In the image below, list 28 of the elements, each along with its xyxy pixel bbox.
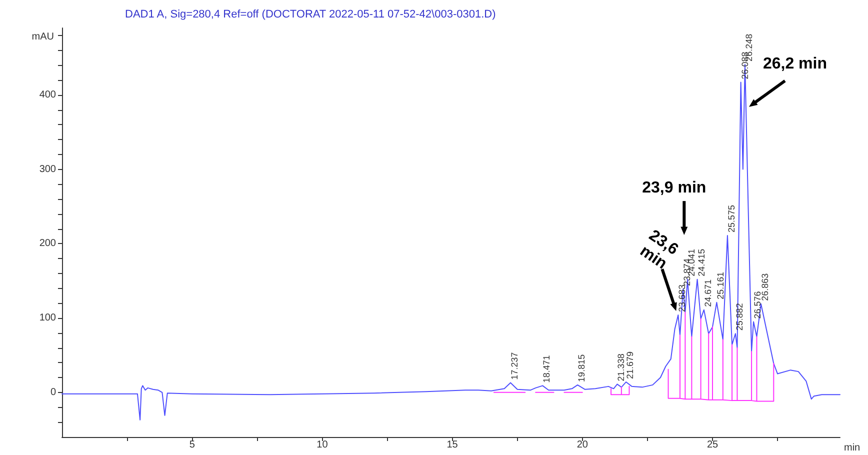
y-axis-title: mAU [32, 32, 54, 42]
x-tick-label: 20 [576, 440, 588, 450]
annotation: 23.683 [677, 284, 688, 312]
line-series [610, 386, 630, 396]
y-tick-label: 0 [50, 386, 56, 398]
annotation: 25.161 [716, 272, 726, 300]
annotation: 21.679 [625, 351, 636, 379]
x-tick-label: 25 [706, 440, 718, 450]
x-axis-title: min [844, 442, 860, 454]
x-tick-label: 5 [189, 440, 196, 450]
annotation: 25.882 [734, 303, 744, 331]
annotation: 25.575 [726, 204, 736, 232]
annotation: 21.338 [616, 354, 626, 382]
y-tick-label: 100 [39, 312, 56, 324]
annotation: 17.237 [510, 352, 520, 380]
annotation: 23,6 min [636, 226, 682, 273]
y-tick-label: 400 [39, 89, 56, 100]
annotation: 18.471 [542, 355, 552, 383]
x-tick-label: 10 [316, 440, 328, 450]
chart-title: DAD1 A, Sig=280,4 Ref=off (DOCTORAT 2022-05-11 07-52-42\003-0301.D) [125, 8, 496, 20]
annotation: 24.671 [702, 279, 713, 307]
annotation: 24.415 [696, 248, 706, 276]
annotation: 26,2 min [762, 55, 827, 72]
y-tick-label: 300 [39, 164, 56, 175]
x-tick-label: 15 [446, 440, 458, 450]
annotation: 19.815 [576, 354, 587, 382]
annotation: 23,9 min [642, 180, 706, 197]
y-tick-label: 200 [39, 238, 56, 250]
